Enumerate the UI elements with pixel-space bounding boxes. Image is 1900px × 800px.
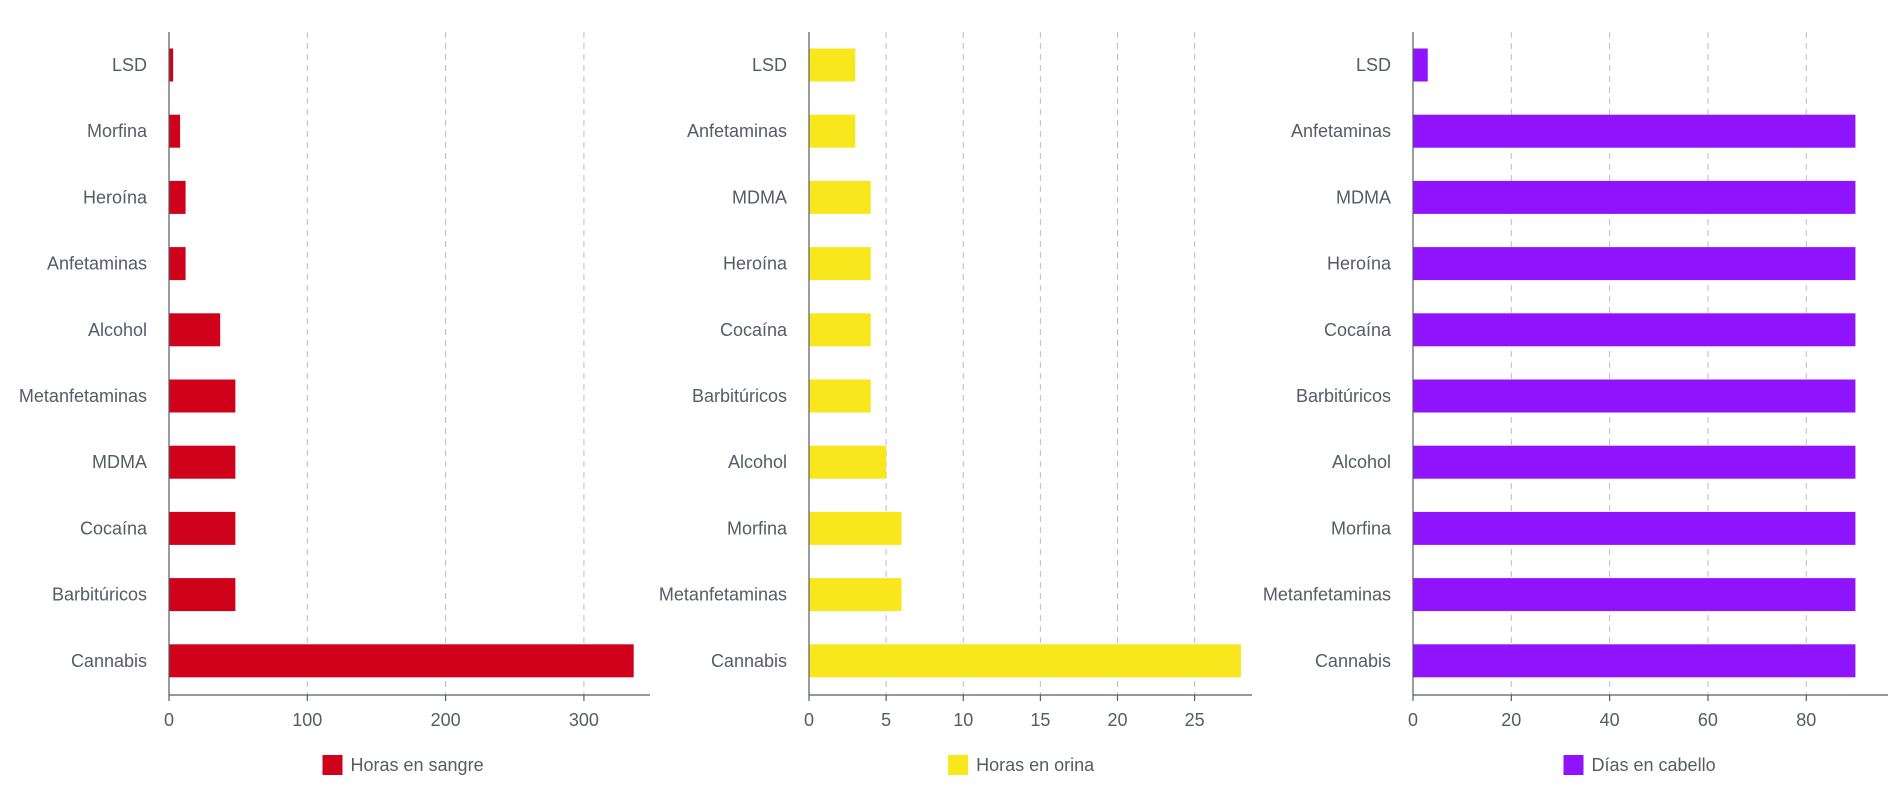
chart-3-category-label: Cocaína [1324,320,1392,340]
chart-2-bar [809,445,887,479]
chart-2-bar [809,379,871,413]
chart-2-bar [809,578,902,612]
chart-1-category-label: Cocaína [80,518,148,538]
chart-1-tick-label: 100 [292,710,322,730]
chart-3-bar [1413,247,1856,281]
chart-2-bar [809,48,856,82]
chart-1-category-label: MDMA [92,452,147,472]
chart-2-category-label: Heroína [723,254,788,274]
chart-3-bar [1413,511,1856,545]
chart-1-category-label: Heroína [83,187,148,207]
chart-3-tick-label: 60 [1698,710,1718,730]
chart-1-tick-label: 200 [431,710,461,730]
chart-2-category-label: LSD [752,55,787,75]
chart-2-bar [809,313,871,347]
chart-3-bar [1413,578,1856,612]
chart-3-category-label: MDMA [1336,187,1391,207]
chart-3-bar [1413,379,1856,413]
chart-1-bar [169,511,236,545]
chart-1-category-label: Morfina [87,121,148,141]
chart-1-category-label: LSD [112,55,147,75]
chart-3-category-label: LSD [1356,55,1391,75]
chart-2-legend-label: Horas en orina [976,755,1095,775]
chart-2-tick-label: 0 [804,710,814,730]
chart-2-bar [809,114,856,148]
chart-2-bar [809,180,871,214]
chart-3-category-label: Metanfetaminas [1263,585,1391,605]
chart-3-tick-label: 40 [1600,710,1620,730]
chart-1-bar [169,379,236,413]
chart-2-category-label: Barbitúricos [692,386,787,406]
chart-3-bar [1413,48,1428,82]
chart-3-category-label: Heroína [1327,254,1392,274]
chart-1-category-label: Alcohol [88,320,147,340]
chart-2-bar [809,644,1241,678]
chart-2-tick-label: 20 [1107,710,1127,730]
chart-1-tick-label: 300 [569,710,599,730]
chart-1-category-label: Metanfetaminas [19,386,147,406]
chart-3-tick-label: 0 [1408,710,1418,730]
chart-2-category-label: MDMA [732,187,787,207]
chart-1-category-label: Barbitúricos [52,585,147,605]
chart-3-category-label: Alcohol [1332,452,1391,472]
chart-1-category-label: Anfetaminas [47,254,147,274]
chart-2-bar [809,511,902,545]
chart-1-bar [169,114,181,148]
chart-2-category-label: Alcohol [728,452,787,472]
chart-2-tick-label: 5 [881,710,891,730]
chart-3-bar [1413,114,1856,148]
chart-3-bar [1413,313,1856,347]
chart-1-bar [169,180,186,214]
chart-2-category-label: Morfina [727,518,788,538]
chart-3-category-label: Morfina [1331,518,1392,538]
chart-1-bar [169,48,174,82]
chart-1-category-label: Cannabis [71,651,147,671]
chart-1-bar [169,247,186,281]
chart-2-category-label: Cannabis [711,651,787,671]
chart-2-tick-label: 25 [1185,710,1205,730]
chart-2-category-label: Anfetaminas [687,121,787,141]
chart-2-legend-swatch [948,755,969,775]
chart-3-legend-label: Días en cabello [1592,755,1716,775]
chart-3-bar [1413,644,1856,678]
chart-2-category-label: Metanfetaminas [659,585,787,605]
chart-1-legend-label: Horas en sangre [351,755,484,775]
chart-1-legend-swatch [322,755,343,775]
chart-3-category-label: Barbitúricos [1296,386,1391,406]
chart-2-category-label: Cocaína [720,320,788,340]
chart-1-bar [169,313,221,347]
chart-3-tick-label: 80 [1796,710,1816,730]
chart-2-tick-label: 15 [1030,710,1050,730]
chart-3-category-label: Anfetaminas [1291,121,1391,141]
chart-3-bar [1413,445,1856,479]
chart-3-bar [1413,180,1856,214]
chart-1-tick-label: 0 [164,710,174,730]
chart-1-bar [169,578,236,612]
chart-3-legend-swatch [1563,755,1584,775]
chart-3-tick-label: 20 [1501,710,1521,730]
chart-3-category-label: Cannabis [1315,651,1391,671]
chart-2-tick-label: 10 [953,710,973,730]
chart-2-bar [809,247,871,281]
chart-1-bar [169,445,236,479]
chart-1-bar [169,644,634,678]
